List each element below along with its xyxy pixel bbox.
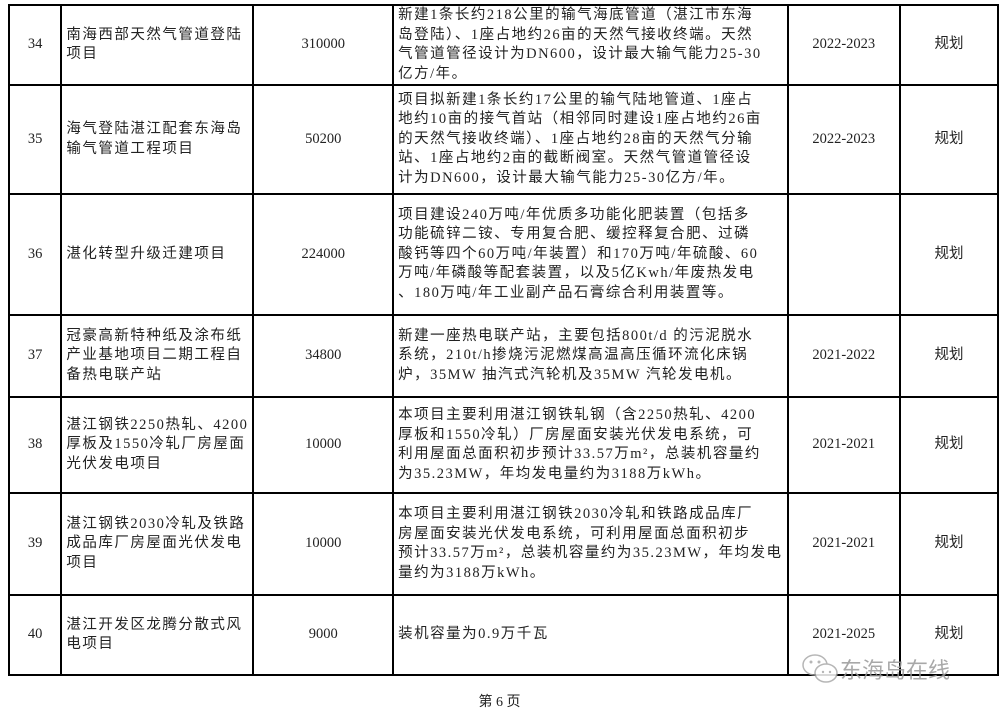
project-status: 规划 (898, 396, 999, 494)
project-status: 规划 (898, 193, 999, 316)
project-description-line: 新建1条长约218公里的输气海底管道（湛江市东海 (398, 7, 754, 23)
project-name-line: 湛江钢铁2250热轧、4200 (66, 416, 249, 433)
project-description-line: 计为DN600，设计最大输气能力25-30亿方/年。 (398, 169, 736, 186)
watermark-text: 东海岛在线 (840, 659, 951, 684)
project-description-line: 房屋面安装光伏发电系统，可利用屋面总面积初步 (398, 525, 751, 542)
project-name-line: 冠豪高新特种纸及涂布纸 (66, 327, 243, 344)
table-row: 39 湛江钢铁2030冷轧及铁路 成品库厂房屋面光伏发电 项目 10000 本项目主要利用… (7, 492, 999, 596)
project-description-line: 地约10亩的接气首站（相邻同时建设1座占地约26亩 (398, 111, 762, 128)
project-name-line: 输气管道工程项目 (66, 140, 195, 157)
project-description-line: 装机容量为0.9万千瓦 (398, 626, 549, 643)
project-status: 规划 (898, 84, 999, 195)
row-number: 34 (7, 4, 63, 86)
project-description-line: 炉，35MW 抽汽式汽轮机及35MW 汽轮发电机。 (398, 366, 742, 383)
construction-period: 2021-2021 (786, 396, 901, 494)
construction-period: 2021-2021 (786, 492, 901, 596)
table-row: 40 湛江开发区龙腾分散式风 电项目 9000 装机容量为0.9万千瓦 2021-2025… (7, 594, 999, 676)
row-number: 40 (7, 594, 63, 676)
table-row: 38 湛江钢铁2250热轧、4200 厚板及1550冷轧厂房屋面 光伏发电项目 1000… (7, 396, 999, 494)
row-number: 39 (7, 492, 63, 596)
project-table: 34 南海西部天然气管道登陆 项目 310000 新建1条长约218公里的输气海底管道（… (7, 4, 999, 676)
project-name: 海气登陆湛江配套东海岛 输气管道工程项目 (60, 84, 255, 195)
page-number: 第 6 页 (478, 695, 521, 710)
row-number: 35 (7, 84, 63, 195)
project-name-line: 光伏发电项目 (66, 455, 163, 472)
construction-period: 2022-2023 (786, 84, 901, 195)
project-name-line: 产业基地项目二期工程自 (66, 347, 243, 364)
project-description-line: 岛登陆）、1座占地约26亩的天然气接收终端。天然 (398, 26, 754, 43)
row-number: 36 (7, 193, 63, 316)
project-name: 湛化转型升级迁建项目 (60, 193, 255, 316)
construction-period: 2021-2025 (786, 594, 901, 676)
project-name-line: 厚板及1550冷轧厂房屋面 (66, 436, 246, 453)
project-name-line: 电项目 (66, 636, 115, 652)
project-name-line: 备热电联产站 (66, 366, 163, 383)
project-description-line: 酸钙等四个60万吨/年装置）和170万吨/年硫酸、60 (398, 245, 759, 262)
project-description-line: 项目建设240万吨/年优质多功能化肥装置（包括多 (398, 206, 750, 223)
project-description: 新建一座热电联产站，主要包括800t/d 的污泥脱水 系统，210t/h掺烧污泥燃… (392, 314, 789, 398)
project-description: 装机容量为0.9万千瓦 (392, 594, 789, 676)
project-name: 湛江开发区龙腾分散式风 电项目 (60, 594, 255, 676)
project-name-line: 成品库厂房屋面光伏发电 (66, 535, 243, 552)
table-row: 37 冠豪高新特种纸及涂布纸 产业基地项目二期工程自 备热电联产站 34800 新建一座热… (7, 314, 999, 398)
construction-period: 2021-2022 (786, 314, 901, 398)
project-name-line: 湛化转型升级迁建项目 (66, 245, 227, 262)
project-description-line: 厚板和1550冷轧）厂房屋面安装光伏发电系统，可 (398, 426, 754, 443)
project-description-line: 项目拟新建1条长约17公里的输气陆地管道、1座占 (398, 91, 754, 108)
project-description-line: 气管道管径设计为DN600，设计最大输气能力25-30 (398, 46, 762, 62)
watermark: 东海岛在线 (800, 652, 950, 686)
table-row: 36 湛化转型升级迁建项目 224000 项目建设240万吨/年优质多功能化肥装置（包… (7, 193, 999, 316)
project-name-line: 海气登陆湛江配套东海岛 (66, 121, 243, 137)
project-description-line: 的天然气接收终端）、1座占地约28亩的天然气分输 (398, 130, 754, 147)
project-description-line: 量约为3188万kWh。 (398, 564, 546, 581)
investment: 9000 (252, 594, 395, 676)
project-description-line: 利用屋面总面积初步预计33.57万m²，总装机容量约 (398, 446, 761, 462)
project-description-line: 预计33.57万m²，总装机容量约为35.23MW，年均发电 (398, 545, 783, 561)
project-name-line: 项目 (66, 46, 99, 62)
project-name: 湛江钢铁2250热轧、4200 厚板及1550冷轧厂房屋面 光伏发电项目 (60, 396, 255, 494)
wechat-icon (802, 654, 838, 683)
project-status: 规划 (898, 594, 999, 676)
investment: 310000 (252, 4, 395, 86)
investment: 10000 (252, 492, 395, 596)
project-description-line: 、180万吨/年工业副产品石膏综合利用装置等。 (398, 284, 734, 301)
project-description: 本项目主要利用湛江钢铁2030冷轧和铁路成品库厂 房屋面安装光伏发电系统，可利用屋… (392, 492, 789, 596)
investment: 34800 (252, 314, 395, 398)
investment: 10000 (252, 396, 395, 494)
project-name-line: 湛江钢铁2030冷轧及铁路 (66, 515, 246, 532)
project-status: 规划 (898, 4, 999, 86)
construction-period: 2022-2023 (786, 4, 901, 86)
project-description: 本项目主要利用湛江钢铁轧钢（含2250热轧、4200 厚板和1550冷轧）厂房屋面… (392, 396, 789, 494)
project-description: 项目建设240万吨/年优质多功能化肥装置（包括多 功能硫锌二铵、专用复合肥、缓控释… (392, 193, 789, 316)
project-name: 湛江钢铁2030冷轧及铁路 成品库厂房屋面光伏发电 项目 (60, 492, 255, 596)
investment: 50200 (252, 84, 395, 195)
project-description-line: 为35.23MW，年均发电量约为3188万kWh。 (398, 465, 712, 482)
project-name-line: 南海西部天然气管道登陆 (66, 26, 243, 43)
project-description-line: 新建一座热电联产站，主要包括800t/d 的污泥脱水 (398, 327, 754, 344)
project-description-line: 系统，210t/h掺烧污泥燃煤高温高压循环流化床锅 (398, 347, 749, 364)
project-status: 规划 (898, 492, 999, 596)
project-description-line: 亿方/年。 (398, 65, 468, 82)
project-status: 规划 (898, 314, 999, 398)
construction-period (786, 193, 901, 316)
table-row: 34 南海西部天然气管道登陆 项目 310000 新建1条长约218公里的输气海底管道（… (7, 4, 999, 86)
table-row: 35 海气登陆湛江配套东海岛 输气管道工程项目 50200 项目拟新建1条长约17公里的… (7, 84, 999, 195)
row-number: 38 (7, 396, 63, 494)
project-name-line: 湛江开发区龙腾分散式风 (66, 616, 243, 633)
project-description: 新建1条长约218公里的输气海底管道（湛江市东海 岛登陆）、1座占地约26亩的天然… (392, 4, 789, 86)
project-description-line: 本项目主要利用湛江钢铁2030冷轧和铁路成品库厂 (398, 506, 754, 522)
row-number: 37 (7, 314, 63, 398)
project-description-line: 本项目主要利用湛江钢铁轧钢（含2250热轧、4200 (398, 407, 757, 423)
project-description-line: 万吨/年磷酸等配套装置，以及5亿Kwh/年废热发电 (398, 265, 755, 282)
project-description: 项目拟新建1条长约17公里的输气陆地管道、1座占 地约10亩的接气首站（相邻同时建… (392, 84, 789, 195)
project-description-line: 功能硫锌二铵、专用复合肥、缓控释复合肥、过磷 (398, 226, 751, 243)
project-name: 南海西部天然气管道登陆 项目 (60, 4, 255, 86)
investment: 224000 (252, 193, 395, 316)
project-description-line: 站、1座占地约2亩的截断阀室。天然气管道管径设 (398, 150, 752, 167)
project-name: 冠豪高新特种纸及涂布纸 产业基地项目二期工程自 备热电联产站 (60, 314, 255, 398)
project-name-line: 项目 (66, 554, 99, 571)
